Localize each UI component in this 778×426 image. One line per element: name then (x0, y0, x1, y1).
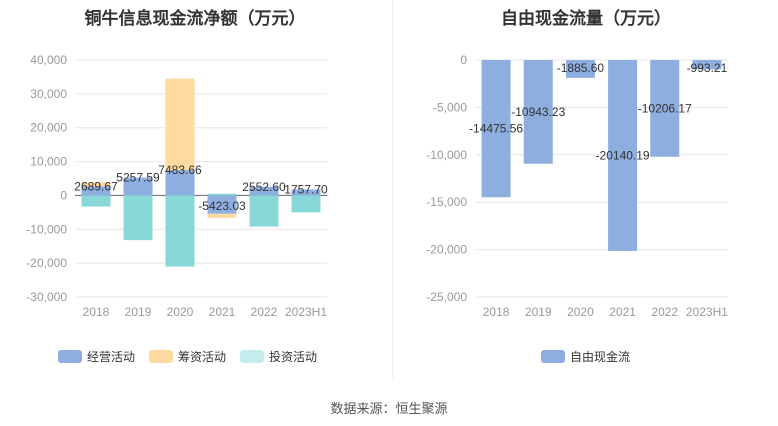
legend-label-investing: 投资活动 (269, 350, 318, 364)
legend-swatch-operating (58, 350, 82, 363)
legend-item-financing[interactable]: 筹资活动 (149, 348, 226, 365)
left-data-label: 2689.67 (74, 179, 118, 193)
right-y-tick-label: 0 (460, 53, 467, 67)
left-x-tick-label: 2022 (251, 305, 278, 319)
left-y-tick-label: 0 (60, 188, 67, 202)
legend-label-fcf: 自由现金流 (570, 350, 631, 364)
left-bar-investing[interactable] (123, 195, 153, 241)
right-data-label: -1885.60 (557, 61, 605, 75)
left-bar-operating[interactable] (165, 170, 195, 196)
right-y-tick-label: -15,000 (426, 195, 467, 209)
left-legend: 经营活动 筹资活动 投资活动 (58, 348, 331, 365)
left-bar-investing[interactable] (291, 195, 321, 213)
right-y-tick-label: -20,000 (426, 243, 467, 257)
right-bar-fcf[interactable] (565, 60, 595, 78)
right-legend: 自由现金流 (541, 348, 644, 365)
left-bar-operating[interactable] (291, 189, 321, 196)
left-bar-operating[interactable] (81, 186, 111, 196)
right-data-label: -14475.56 (469, 122, 523, 136)
legend-swatch-investing (240, 350, 265, 363)
left-bar-operating[interactable] (123, 177, 153, 196)
right-x-tick-label: 2020 (567, 305, 594, 319)
left-x-tick-label: 2018 (83, 305, 110, 319)
legend-item-operating[interactable]: 经营活动 (58, 348, 135, 365)
right-chart-title: 自由现金流量（万元） (501, 9, 671, 28)
left-y-tick-label: 10,000 (30, 155, 67, 169)
legend-item-investing[interactable]: 投资活动 (240, 348, 317, 365)
right-plot-area: 0 -5,000 -10,000 -15,000 -20,000 -25,000 2018 -… (426, 53, 728, 319)
right-bar-fcf[interactable] (481, 60, 511, 198)
left-y-tick-label: 20,000 (30, 121, 67, 135)
legend-swatch-financing (149, 350, 174, 363)
right-x-tick-label: 2023H1 (686, 305, 728, 319)
left-data-label: 5257.59 (116, 171, 160, 185)
left-bar-financing[interactable] (81, 182, 111, 187)
left-data-label: -5423.03 (198, 199, 246, 213)
left-bar-financing[interactable] (165, 78, 195, 171)
left-bar-operating[interactable] (249, 186, 279, 196)
right-y-tick-label: -10,000 (426, 148, 467, 162)
legend-item-fcf[interactable]: 自由现金流 (541, 348, 630, 365)
data-source-note: 数据来源：恒生聚源 (330, 401, 448, 416)
right-data-label: -10206.17 (638, 101, 692, 115)
left-data-label: 1757.70 (284, 182, 328, 196)
left-bar-operating[interactable] (207, 195, 237, 214)
right-bar-fcf[interactable] (523, 60, 553, 164)
left-y-tick-label: -30,000 (26, 290, 67, 304)
right-bar-fcf[interactable] (608, 60, 638, 251)
right-data-label: -20140.19 (596, 148, 650, 162)
legend-label-financing: 筹资活动 (178, 350, 227, 364)
left-x-tick-label: 2019 (125, 305, 152, 319)
right-x-tick-label: 2021 (609, 305, 636, 319)
left-y-tick-label: 40,000 (30, 53, 67, 67)
right-x-tick-label: 2019 (525, 305, 552, 319)
legend-swatch-fcf (541, 350, 565, 363)
panel-divider (392, 0, 393, 378)
left-data-label: 2552.60 (242, 180, 286, 194)
left-y-tick-label: -20,000 (26, 256, 67, 270)
right-data-label: -993.21 (687, 61, 728, 75)
left-plot-area: 40,000 30,000 20,000 10,000 0 -10,000 -20,000 -… (26, 53, 328, 319)
left-bar-investing[interactable] (165, 195, 195, 267)
left-bar-investing[interactable] (207, 193, 237, 196)
right-y-tick-label: -25,000 (426, 290, 467, 304)
left-x-tick-label: 2023H1 (285, 305, 327, 319)
right-x-tick-label: 2018 (483, 305, 510, 319)
left-data-label: 7483.66 (158, 163, 202, 177)
left-x-tick-label: 2021 (209, 305, 236, 319)
left-bar-investing[interactable] (249, 195, 279, 227)
right-bar-fcf[interactable] (650, 60, 680, 157)
legend-label-operating: 经营活动 (87, 350, 136, 364)
right-y-tick-label: -5,000 (433, 100, 467, 114)
right-bar-fcf[interactable] (692, 60, 722, 70)
left-y-tick-label: -10,000 (26, 222, 67, 236)
right-x-tick-label: 2022 (651, 305, 678, 319)
right-data-label: -10943.23 (511, 105, 565, 119)
left-bar-financing[interactable] (207, 213, 237, 218)
left-y-tick-label: 30,000 (30, 87, 67, 101)
left-chart-title: 铜牛信息现金流净额（万元） (84, 9, 306, 28)
left-bar-investing[interactable] (81, 195, 111, 207)
left-x-tick-label: 2020 (167, 305, 194, 319)
